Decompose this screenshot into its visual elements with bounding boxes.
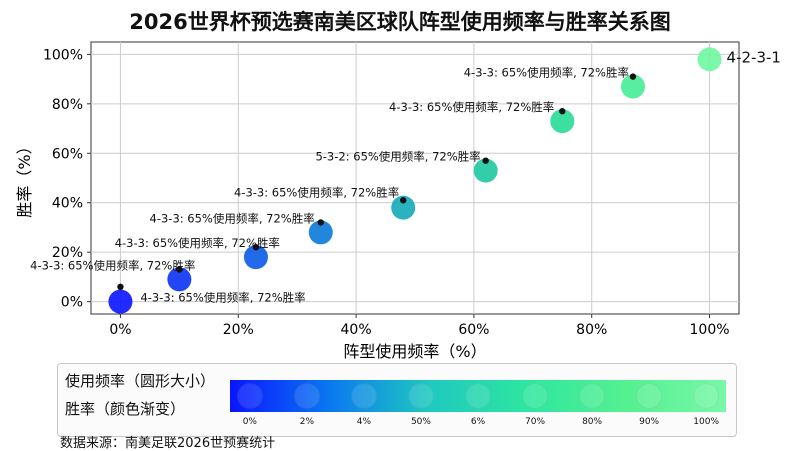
- data-point: [473, 158, 498, 183]
- chart-title: 2026世界杯预选赛南美区球队阵型使用频率与胜率关系图: [129, 10, 671, 34]
- legend-dot: [693, 383, 720, 409]
- point-label: 4-3-3: 65%使用频率, 72%胜率: [115, 236, 280, 250]
- point-label: 4-3-3: 65%使用频率, 72%胜率: [30, 258, 195, 272]
- legend-color-title: 胜率（颜色渐变）: [65, 400, 186, 418]
- data-point: [243, 245, 268, 270]
- x-tick-label: 0%: [109, 322, 131, 338]
- grid: [91, 42, 739, 314]
- point-label: 4-3-3: 65%使用频率, 72%胜率: [464, 66, 629, 80]
- point-labels: 4-3-3: 65%使用频率, 72%胜率 4-3-3: 65%使用频率, 72%…: [30, 48, 781, 304]
- x-axis-ticks: 0% 20% 40% 60% 80% 100%: [109, 314, 730, 338]
- legend-dot: [636, 383, 663, 409]
- y-tick-label: 0%: [61, 295, 83, 311]
- data-points: [108, 47, 722, 314]
- legend-dot: [522, 383, 549, 409]
- data-point: [108, 289, 133, 314]
- y-axis-ticks: 0% 20% 40% 60% 80% 100%: [43, 47, 91, 311]
- marker-dot: [400, 197, 407, 204]
- legend-tick-label: 0%: [242, 417, 257, 427]
- marker-dot: [176, 266, 183, 273]
- legend-tick-label: 100%: [693, 417, 720, 427]
- x-tick-label: 60%: [458, 322, 489, 338]
- marker-dot: [117, 283, 124, 290]
- y-tick-label: 40%: [52, 196, 83, 212]
- data-point: [308, 220, 333, 245]
- legend: 使用频率（圆形大小） 胜率（颜色渐变） 0% 2% 4% 50% 6% 70% 80% 90%…: [57, 363, 737, 437]
- legend-tick-label: 90%: [639, 417, 660, 427]
- x-axis-label: 阵型使用频率（%）: [343, 342, 486, 361]
- legend-tick-label: 6%: [470, 417, 486, 427]
- data-point: [391, 195, 416, 220]
- x-tick-label: 40%: [341, 322, 372, 338]
- x-tick-label: 100%: [690, 322, 730, 338]
- marker-dot: [252, 244, 260, 251]
- source-note: 数据来源：南美足联2026世预赛统计: [60, 436, 276, 451]
- black-markers: [117, 73, 637, 290]
- scatter-plot: 0% 20% 40% 60% 80% 100% 0% 20% 40% 60% 80% 100% 4-…: [15, 41, 781, 361]
- marker-dot: [559, 108, 566, 115]
- legend-tick-label: 4%: [356, 417, 372, 427]
- x-tick-label: 80%: [576, 322, 607, 338]
- legend-dot: [293, 383, 320, 409]
- y-axis-label: 胜率（%）: [15, 138, 34, 217]
- legend-dot: [465, 383, 491, 409]
- point-label: 4-3-3: 65%使用频率, 72%胜率: [234, 186, 399, 200]
- data-point: [620, 74, 645, 99]
- data-point: [167, 267, 192, 292]
- legend-dot: [579, 383, 606, 409]
- y-tick-label: 60%: [52, 146, 83, 162]
- legend-dot: [350, 383, 377, 409]
- point-label: 4-3-3: 65%使用频率, 72%胜率: [150, 211, 315, 225]
- point-label: 5-3-2: 65%使用频率, 72%胜率: [315, 150, 480, 164]
- legend-size-title: 使用频率（圆形大小）: [65, 372, 216, 390]
- point-label: 4-2-3-1: [727, 48, 781, 66]
- legend-dot: [407, 383, 434, 409]
- y-tick-label: 100%: [43, 47, 83, 63]
- data-point: [550, 109, 575, 134]
- legend-tick-label: 70%: [525, 417, 546, 427]
- point-label: 4-3-3: 65%使用频率, 72%胜率: [389, 100, 554, 114]
- marker-dot: [317, 219, 324, 226]
- legend-tick-label: 80%: [582, 417, 603, 427]
- legend-color-bar: [230, 380, 726, 412]
- y-tick-label: 20%: [52, 245, 83, 261]
- x-tick-label: 20%: [223, 322, 254, 338]
- marker-dot: [482, 157, 489, 164]
- data-point: [697, 47, 722, 72]
- y-tick-label: 80%: [52, 97, 83, 113]
- legend-tick-label: 50%: [410, 417, 431, 427]
- legend-dot: [236, 383, 263, 409]
- legend-tick-label: 2%: [299, 417, 315, 427]
- point-label: 4-3-3: 65%使用频率, 72%胜率: [140, 291, 305, 305]
- marker-dot: [629, 73, 637, 80]
